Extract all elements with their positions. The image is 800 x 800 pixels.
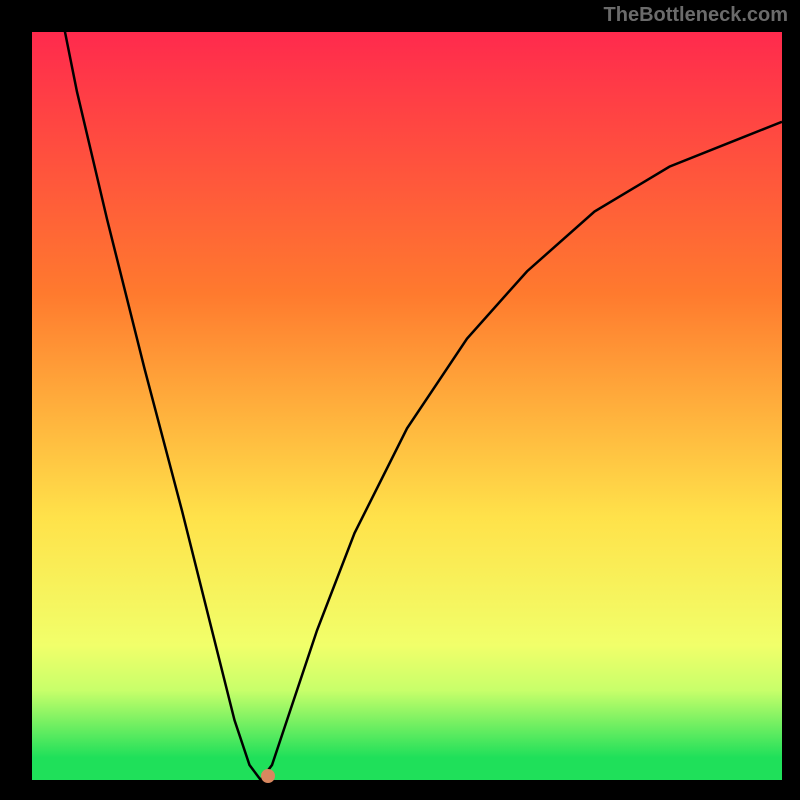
chart-plot-area [32,32,782,780]
bottleneck-curve [32,32,782,780]
watermark-text: TheBottleneck.com [604,4,788,27]
optimal-point-marker [261,769,275,783]
